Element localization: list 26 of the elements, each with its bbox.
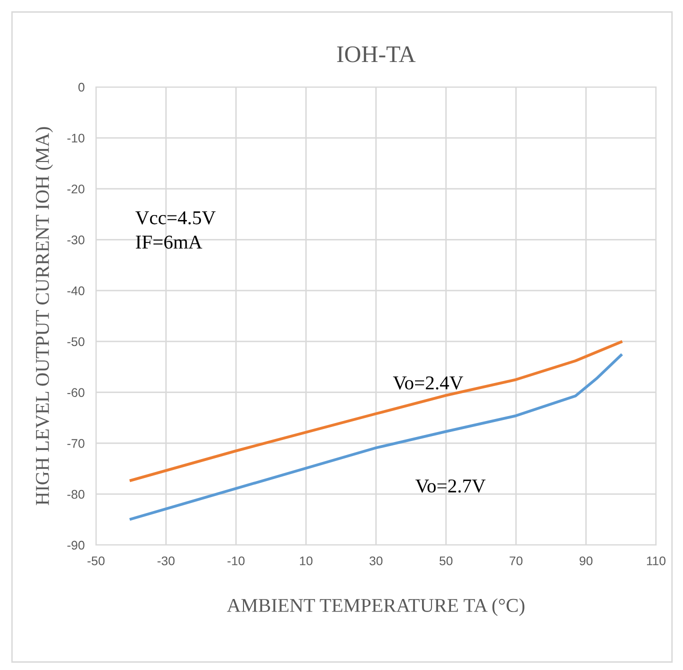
y-tick-label: -80: [67, 490, 84, 499]
x-tick-label: 70: [510, 556, 522, 566]
y-tick-label: -20: [67, 184, 84, 194]
line-series: [130, 354, 622, 520]
x-tick-label: -30: [158, 556, 175, 566]
text: Vo=2.7V: [415, 479, 486, 493]
y-axis-title: HIGH LEVEL OUTPUT CURRENT IOH (MA): [35, 127, 53, 506]
chart-title: IOH-TA: [337, 46, 416, 62]
y-tick-label: -50: [67, 337, 84, 346]
x-tick-label: 30: [370, 556, 382, 566]
x-tick-label: 10: [300, 556, 312, 566]
series-label: Vo=2.4V: [393, 376, 464, 390]
x-axis-title: AMBIENT TEMPERATURE TA (°C): [226, 598, 524, 616]
annotation: Vcc=4.5V IF=6mA: [135, 211, 216, 249]
x-tick-label: -10: [228, 556, 245, 566]
x-tick-label: 110: [646, 556, 666, 566]
x-tick-label: -50: [88, 556, 105, 566]
y-tick-label: -40: [67, 286, 84, 296]
y-tick-label: -70: [67, 439, 84, 448]
x-tick-label: 50: [440, 556, 452, 566]
y-tick-label: -30: [67, 235, 84, 244]
y-tick-label: -90: [67, 540, 84, 550]
x-tick-label: 90: [580, 556, 592, 566]
y-tick-label: -60: [67, 388, 84, 397]
y-tick-label: 0: [78, 82, 84, 92]
y-tick-label: -10: [67, 134, 84, 143]
